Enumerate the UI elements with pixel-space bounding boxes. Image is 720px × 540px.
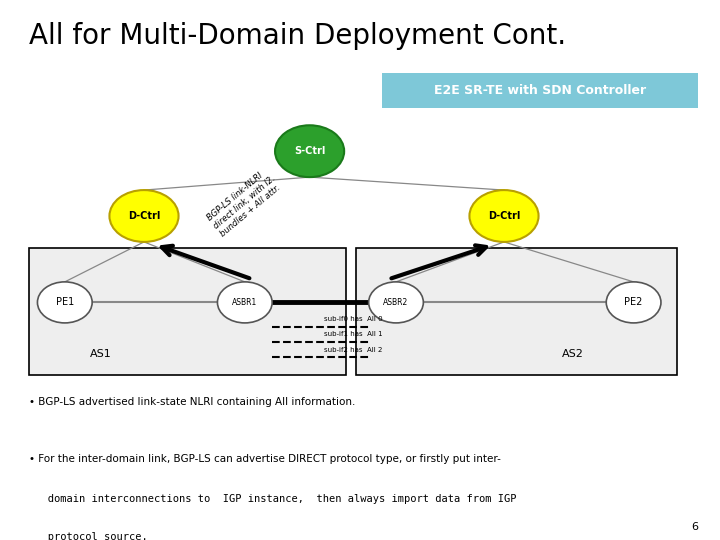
Circle shape [275,125,344,177]
Text: 6: 6 [691,522,698,532]
Text: PE1: PE1 [55,298,74,307]
Text: ASBR2: ASBR2 [383,298,409,307]
FancyBboxPatch shape [382,73,698,108]
FancyBboxPatch shape [356,248,677,375]
Circle shape [606,282,661,323]
Text: • BGP-LS advertised link-state NLRI containing All information.: • BGP-LS advertised link-state NLRI cont… [29,397,355,407]
Text: AS2: AS2 [562,349,583,359]
Circle shape [217,282,272,323]
Circle shape [37,282,92,323]
Text: sub-if1 has  All 1: sub-if1 has All 1 [324,332,382,338]
Text: S-Ctrl: S-Ctrl [294,146,325,156]
Text: AS1: AS1 [90,349,112,359]
Text: sub-if0 has  All 0: sub-if0 has All 0 [324,316,382,322]
FancyBboxPatch shape [29,248,346,375]
Text: E2E SR-TE with SDN Controller: E2E SR-TE with SDN Controller [434,84,646,97]
Text: BGP-LS link-NLRI
direct link, with l2.
bundles + All attr.: BGP-LS link-NLRI direct link, with l2. b… [205,166,284,239]
Text: domain interconnections to  IGP instance,  then always import data from IGP: domain interconnections to IGP instance,… [29,494,516,504]
Text: protocol source.: protocol source. [29,532,148,540]
Text: PE2: PE2 [624,298,643,307]
Circle shape [109,190,179,242]
Text: All for Multi-Domain Deployment Cont.: All for Multi-Domain Deployment Cont. [29,22,566,50]
Text: ASBR1: ASBR1 [232,298,258,307]
Circle shape [369,282,423,323]
Text: • For the inter-domain link, BGP-LS can advertise DIRECT protocol type, or first: • For the inter-domain link, BGP-LS can … [29,454,500,464]
Text: D-Ctrl: D-Ctrl [488,211,520,221]
Text: sub-if2 has  All 2: sub-if2 has All 2 [324,347,382,353]
Circle shape [469,190,539,242]
Text: D-Ctrl: D-Ctrl [128,211,160,221]
